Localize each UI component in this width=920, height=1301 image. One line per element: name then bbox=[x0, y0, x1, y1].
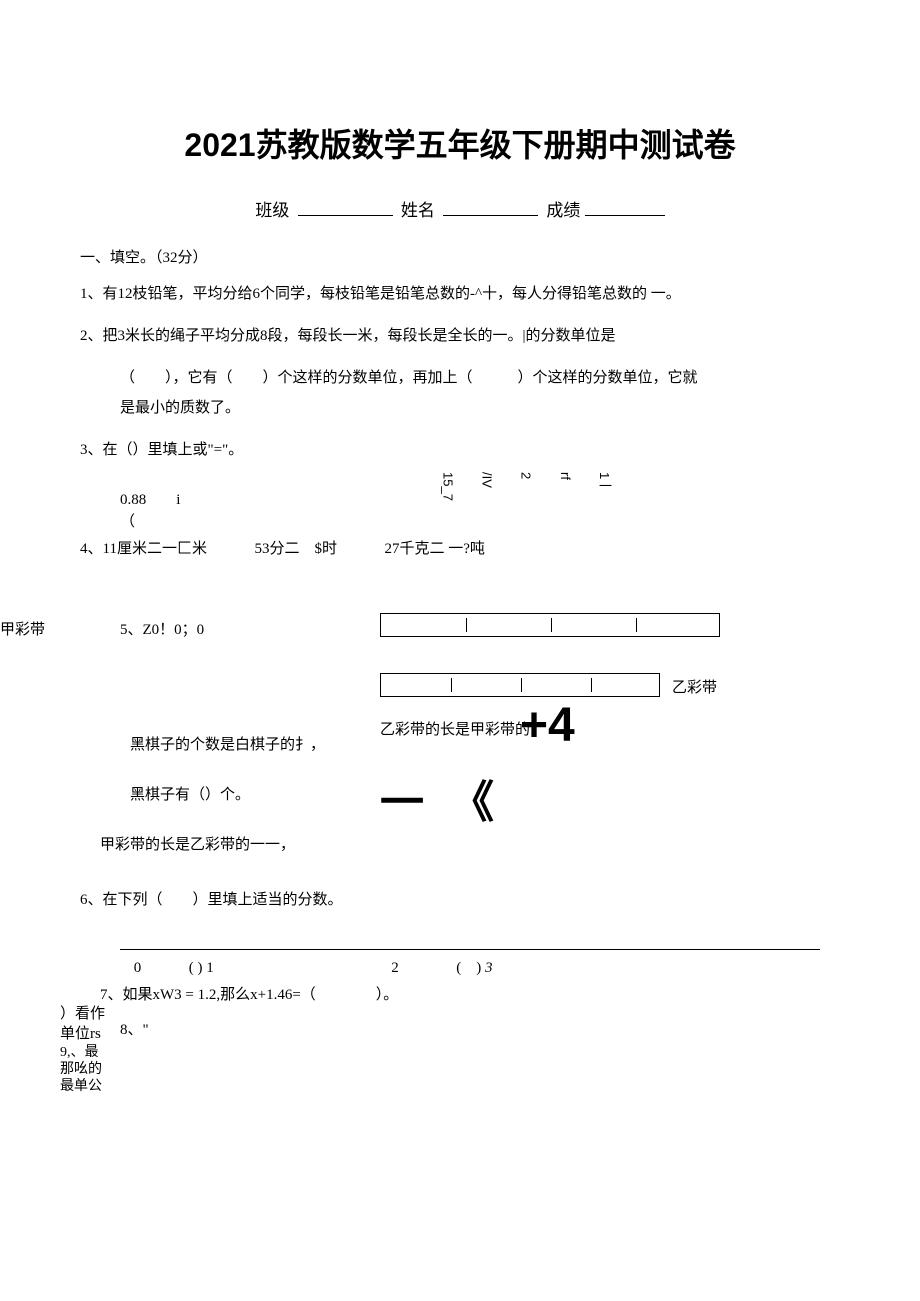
question-3-values: 0.88 i （ 15_7 /IV 2 rf 1一 bbox=[120, 477, 860, 537]
number-line-labels: 0 ( ) 1 2 ( ) 3 bbox=[120, 956, 860, 977]
question-1: 1、有12枝铅笔，平均分给6个同学，每枝铅笔是铅笔总数的-^十，每人分得铅笔总数… bbox=[80, 279, 860, 309]
question-8: 8、" bbox=[120, 1018, 860, 1039]
nl-2: 2 bbox=[391, 960, 399, 976]
student-info-line: 班级 姓名 成绩 bbox=[60, 196, 860, 221]
q3-vert-a: 15_7 bbox=[436, 472, 459, 501]
q5-black-count-text: 黑棋子有（）个。 bbox=[130, 783, 250, 804]
name-label: 姓名 bbox=[401, 201, 435, 220]
nl-0: 0 bbox=[134, 960, 142, 976]
question-4: 4、11厘米二一匚米 53分二 $时 27千克二 一?吨 bbox=[80, 537, 860, 558]
q3-vert-e: 1一 bbox=[593, 472, 616, 492]
nl-paren2: ( ) bbox=[456, 960, 481, 976]
ribbon-yi-box bbox=[380, 673, 660, 697]
class-label: 班级 bbox=[255, 201, 289, 220]
exam-title: 2021苏教版数学五年级下册期中测试卷 bbox=[60, 120, 860, 166]
margin-fragment-1a: ）看作 bbox=[60, 1002, 105, 1023]
nl-1: 1 bbox=[206, 960, 214, 976]
q5-yi-length-text: 乙彩带的长是甲彩带的 bbox=[380, 718, 530, 739]
q4-part2: 53分二 $时 bbox=[254, 541, 337, 557]
ribbon-jia-box bbox=[380, 613, 720, 637]
q3-vertical-fragments: 15_7 /IV 2 rf 1一 bbox=[430, 472, 622, 501]
question-2-line3: 是最小的质数了。 bbox=[120, 393, 860, 423]
name-blank bbox=[443, 198, 538, 216]
margin-fragment-1b: 单位rs bbox=[60, 1022, 101, 1043]
q5-plus4-fragment: +4 bbox=[520, 698, 575, 753]
q5-black-pieces-text: 黑棋子的个数是白棋子的扌， bbox=[130, 733, 325, 754]
ribbon-yi-label: 乙彩带 bbox=[672, 676, 717, 697]
margin-fragment-2: 9,、最 那吆的 最单公 bbox=[60, 1045, 102, 1095]
q3-paren: （ bbox=[120, 509, 135, 536]
question-5-area: 甲彩带 5、Z0！0；0 乙彩带 黑棋子的个数是白棋子的扌， 乙彩带的长是甲彩带… bbox=[80, 618, 860, 878]
question-7: 7、如果xW3 = 1.2,那么x+1.46=（ ）。 bbox=[100, 983, 860, 1004]
q4-part3: 27千克二 一?吨 bbox=[384, 541, 484, 557]
nl-3: 3 bbox=[485, 960, 493, 976]
question-5-number: 5、Z0！0；0 bbox=[120, 618, 204, 639]
section-1-heading: 一、填空。（32分） bbox=[80, 246, 860, 267]
q3-vert-c: 2 bbox=[514, 472, 537, 479]
q3-vert-b: /IV bbox=[475, 472, 498, 488]
nl-paren1: ( ) bbox=[189, 960, 203, 976]
score-blank bbox=[585, 198, 665, 216]
ribbon-jia-label: 甲彩带 bbox=[0, 618, 45, 639]
question-2-line2: （ ），它有（ ）个这样的分数单位，再加上（ ）个这样的分数单位，它就 bbox=[120, 363, 860, 393]
class-blank bbox=[298, 198, 393, 216]
question-2-line1: 2、把3米长的绳子平均分成8段，每段长一米，每段长是全长的一。|的分数单位是 bbox=[80, 321, 860, 351]
number-line-rule bbox=[120, 949, 820, 950]
q4-part1: 4、11厘米二一匚米 bbox=[80, 541, 207, 557]
q5-quote-fragment: 《 bbox=[450, 766, 494, 830]
question-6: 6、在下列（ ）里填上适当的分数。 bbox=[80, 888, 860, 909]
q3-vert-d: rf bbox=[553, 472, 576, 480]
q5-jia-length-text: 甲彩带的长是乙彩带的一一， bbox=[100, 833, 295, 854]
question-3: 3、在（）里填上或"="。 bbox=[80, 435, 860, 465]
score-label: 成绩 bbox=[546, 201, 580, 220]
q5-dash-fragment: 一 bbox=[380, 766, 424, 830]
